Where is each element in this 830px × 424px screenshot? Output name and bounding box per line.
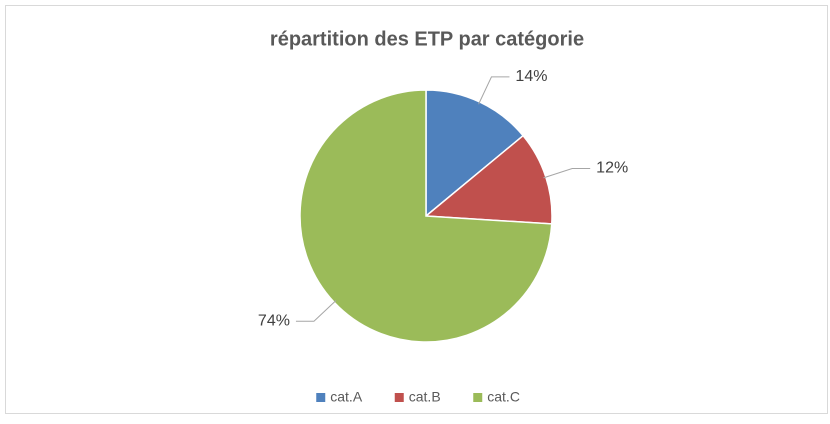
leader-line [543,167,591,179]
chart-title: répartition des ETP par catégorie [270,28,584,50]
data-label: 12% [596,160,628,177]
legend-swatch [316,393,326,402]
legend-label: cat.A [330,389,363,405]
leader-line [295,300,337,322]
legend-swatch [473,393,483,402]
data-label: 14% [515,68,547,85]
legend-swatch [394,393,404,402]
legend-label: cat.B [409,389,441,405]
data-label: 74% [258,312,290,329]
leader-line [478,76,510,105]
legend-label: cat.C [487,389,520,405]
